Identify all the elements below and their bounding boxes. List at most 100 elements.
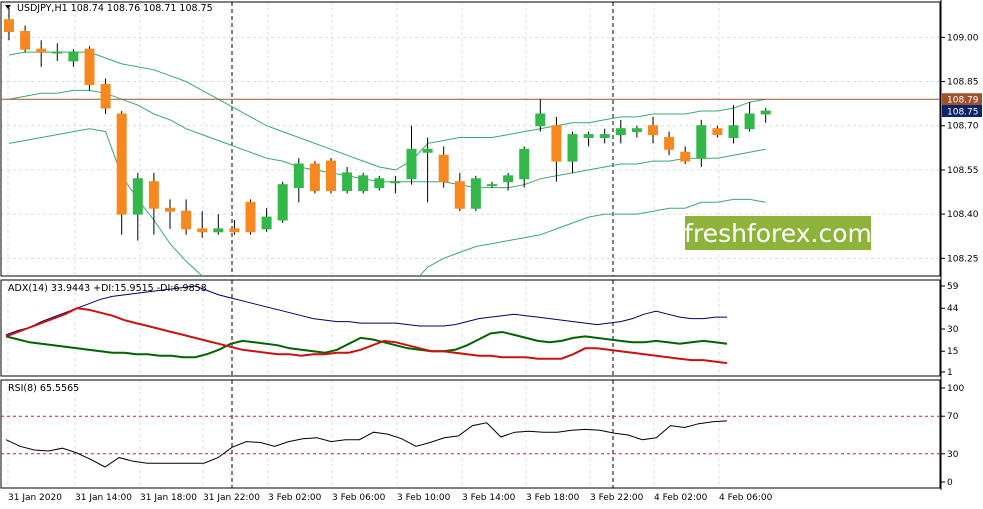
candle-body[interactable] — [213, 228, 224, 233]
adx-line-minusdi — [5, 307, 728, 365]
adx-pane-frame — [0, 279, 941, 377]
rsi-pane-frame — [0, 379, 941, 489]
y-tick-label: 108.70 — [947, 122, 979, 132]
adx-pane[interactable] — [5, 285, 728, 365]
candle-body[interactable] — [245, 201, 256, 233]
adx-title: ADX(14) 33.9443 +DI:15.9515 -DI:6.9858 — [8, 283, 207, 294]
chevron-down-icon[interactable] — [5, 5, 11, 9]
candle-body[interactable] — [696, 125, 707, 159]
candle-body[interactable] — [390, 181, 401, 184]
candle-body[interactable] — [744, 113, 755, 130]
x-tick-label: 3 Feb 06:00 — [332, 493, 386, 503]
candle-body[interactable] — [84, 48, 95, 85]
rsi-tick-label: 70 — [947, 412, 959, 422]
candle-body[interactable] — [100, 83, 111, 109]
x-tick-label: 31 Jan 18:00 — [140, 493, 197, 503]
candle-body[interactable] — [551, 125, 562, 162]
x-tick-label: 3 Feb 02:00 — [268, 493, 322, 503]
candle-body[interactable] — [132, 178, 143, 215]
candle-body[interactable] — [358, 175, 369, 192]
adx-tick-label: 30 — [947, 325, 959, 335]
bid-price-label: 108.75 — [947, 108, 979, 118]
x-tick-label: 3 Feb 22:00 — [590, 493, 644, 503]
y-tick-label: 108.40 — [947, 210, 979, 220]
candle-body[interactable] — [438, 154, 449, 183]
candle-body[interactable] — [664, 137, 675, 150]
price-pane[interactable] — [1, 7, 940, 326]
rsi-title: RSI(8) 65.5565 — [8, 383, 79, 394]
candle-body[interactable] — [52, 51, 63, 54]
candle-body[interactable] — [148, 181, 159, 209]
candle-body[interactable] — [615, 128, 626, 136]
candle-body[interactable] — [599, 134, 610, 139]
rsi-line — [5, 420, 728, 468]
candle-body[interactable] — [197, 228, 208, 233]
chart-title: USDJPY,H1 108.74 108.76 108.71 108.75 — [17, 3, 213, 14]
candle-body[interactable] — [4, 19, 14, 32]
y-tick-label: 109.00 — [947, 33, 979, 43]
candle-body[interactable] — [406, 148, 417, 180]
bollinger-middle — [8, 89, 766, 189]
rsi-tick-label: 30 — [947, 450, 959, 460]
x-tick-label: 4 Feb 02:00 — [654, 493, 708, 503]
rsi-pane[interactable] — [1, 415, 940, 468]
bid-price-box — [942, 105, 982, 118]
candle-body[interactable] — [36, 48, 47, 53]
candle-body[interactable] — [454, 181, 465, 209]
candle-body[interactable] — [277, 184, 288, 221]
candle-body[interactable] — [567, 134, 578, 162]
x-tick-label: 4 Feb 06:00 — [719, 493, 773, 503]
adx-tick-label: 59 — [947, 282, 959, 292]
adx-tick-label: 1 — [947, 368, 953, 378]
candle-body[interactable] — [470, 178, 481, 209]
candle-body[interactable] — [229, 228, 240, 233]
candle-body[interactable] — [487, 184, 497, 187]
rsi-tick-label: 100 — [947, 384, 964, 394]
watermark-text: freshforex.com — [684, 219, 872, 248]
x-tick-label: 31 Jan 2020 — [8, 493, 62, 503]
candle-body[interactable] — [326, 160, 336, 192]
candle-body[interactable] — [503, 175, 514, 183]
candle-body[interactable] — [728, 125, 739, 139]
candle-body[interactable] — [535, 113, 546, 127]
candle-body[interactable] — [68, 51, 79, 62]
candle-body[interactable] — [309, 163, 320, 192]
rsi-tick-label: 0 — [947, 478, 953, 488]
price-pane-frame — [0, 1, 941, 277]
candle-body[interactable] — [631, 128, 642, 133]
candle-body[interactable] — [261, 216, 272, 230]
adx-line-adx — [5, 285, 727, 336]
adx-tick-label: 15 — [947, 347, 958, 357]
x-tick-label: 3 Feb 18:00 — [526, 493, 580, 503]
axes: 31 Jan 2020 31 Jan 14:00 31 Jan 18:00 31 Ja… — [8, 33, 982, 503]
y-tick-label: 108.85 — [947, 78, 979, 88]
candle-body[interactable] — [680, 151, 691, 162]
candle-body[interactable] — [293, 163, 304, 189]
x-tick-label: 3 Feb 14:00 — [462, 493, 516, 503]
price-line-box — [942, 93, 982, 106]
adx-line-plusdi — [5, 330, 728, 359]
price-line-label: 108.79 — [947, 96, 979, 106]
candle-body[interactable] — [342, 172, 353, 192]
candle-body[interactable] — [519, 148, 530, 180]
candle-body[interactable] — [165, 207, 175, 212]
candle-body[interactable] — [648, 125, 658, 136]
y-tick-label: 108.55 — [947, 166, 979, 176]
candle-body[interactable] — [116, 113, 127, 215]
watermark-bg — [685, 216, 871, 250]
bollinger-upper — [8, 51, 766, 171]
candle-body[interactable] — [583, 134, 594, 139]
candle-body[interactable] — [181, 210, 192, 230]
x-tick-label: 3 Feb 10:00 — [397, 493, 451, 503]
candle-body[interactable] — [374, 178, 385, 189]
candle-body[interactable] — [760, 110, 771, 115]
candle-body[interactable] — [712, 128, 723, 136]
x-tick-label: 31 Jan 14:00 — [75, 493, 132, 503]
y-tick-label: 108.25 — [947, 254, 979, 264]
x-tick-label: 31 Jan 22:00 — [203, 493, 260, 503]
adx-tick-label: 44 — [947, 304, 959, 314]
candle-body[interactable] — [422, 148, 433, 153]
grid — [1, 2, 940, 488]
candle-body[interactable] — [20, 30, 31, 50]
